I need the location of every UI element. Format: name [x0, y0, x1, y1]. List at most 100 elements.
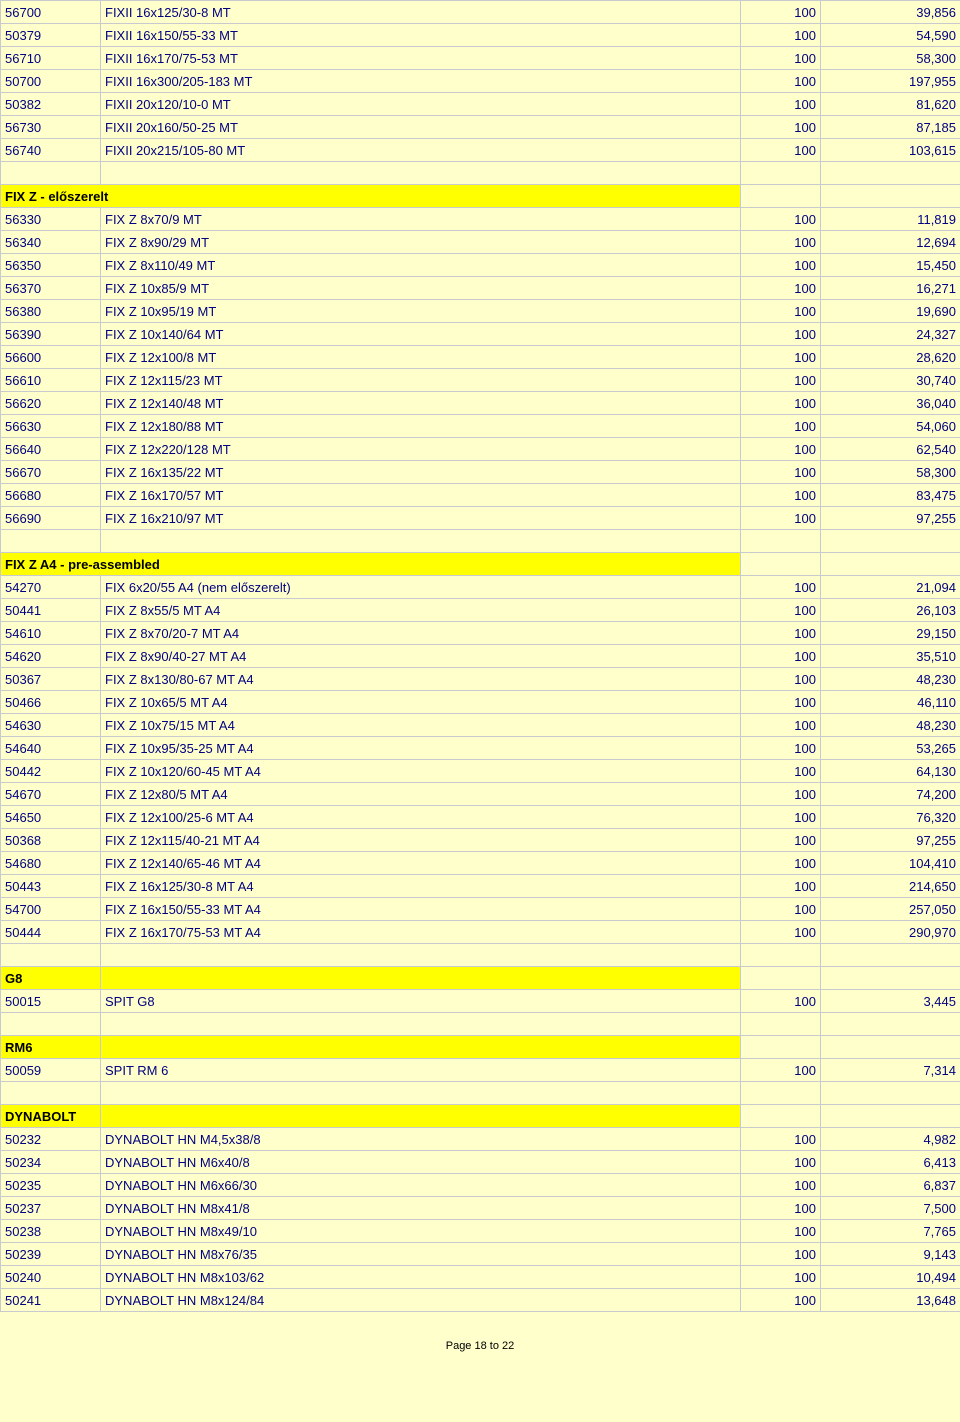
desc-cell: FIX Z 12x100/25-6 MT A4 [101, 806, 741, 829]
desc-cell: FIX Z 8x70/9 MT [101, 208, 741, 231]
qty-cell: 100 [741, 208, 821, 231]
table-row: 50232DYNABOLT HN M4,5x38/81004,982 [1, 1128, 960, 1151]
price-cell: 104,410 [821, 852, 960, 875]
price-cell: 12,694 [821, 231, 960, 254]
table-row: 56600FIX Z 12x100/8 MT10028,620 [1, 346, 960, 369]
blank-cell [741, 1036, 821, 1059]
table-row: 56390FIX Z 10x140/64 MT10024,327 [1, 323, 960, 346]
table-row: 50238DYNABOLT HN M8x49/101007,765 [1, 1220, 960, 1243]
qty-cell: 100 [741, 1266, 821, 1289]
code-cell: 56390 [1, 323, 101, 346]
price-cell: 29,150 [821, 622, 960, 645]
desc-cell: SPIT RM 6 [101, 1059, 741, 1082]
code-cell: 54700 [1, 898, 101, 921]
code-cell: 50382 [1, 93, 101, 116]
section-header: G8 [1, 967, 960, 990]
qty-cell: 100 [741, 461, 821, 484]
table-row: 50466FIX Z 10x65/5 MT A410046,110 [1, 691, 960, 714]
price-cell: 24,327 [821, 323, 960, 346]
desc-cell: FIXII 16x150/55-33 MT [101, 24, 741, 47]
code-cell: 50700 [1, 70, 101, 93]
price-cell: 7,765 [821, 1220, 960, 1243]
code-cell: 56630 [1, 415, 101, 438]
table-row: 56630FIX Z 12x180/88 MT10054,060 [1, 415, 960, 438]
price-cell: 53,265 [821, 737, 960, 760]
table-row: 56680FIX Z 16x170/57 MT10083,475 [1, 484, 960, 507]
code-cell: 56330 [1, 208, 101, 231]
blank-cell [821, 967, 960, 990]
blank-cell [741, 553, 821, 576]
table-row: 50441FIX Z 8x55/5 MT A410026,103 [1, 599, 960, 622]
table-row: 50443FIX Z 16x125/30-8 MT A4100214,650 [1, 875, 960, 898]
desc-cell: FIX Z 8x55/5 MT A4 [101, 599, 741, 622]
spacer-row [1, 162, 960, 185]
code-cell: 54640 [1, 737, 101, 760]
price-cell: 97,255 [821, 829, 960, 852]
price-cell: 76,320 [821, 806, 960, 829]
code-cell: 50367 [1, 668, 101, 691]
table-row: 54270FIX 6x20/55 A4 (nem előszerelt)1002… [1, 576, 960, 599]
desc-cell: FIXII 20x120/10-0 MT [101, 93, 741, 116]
price-cell: 13,648 [821, 1289, 960, 1312]
code-cell: 54620 [1, 645, 101, 668]
blank-cell [101, 1105, 741, 1128]
price-cell: 26,103 [821, 599, 960, 622]
code-cell: 54650 [1, 806, 101, 829]
section-title: RM6 [1, 1036, 101, 1059]
code-cell: 56370 [1, 277, 101, 300]
table-row: 54670FIX Z 12x80/5 MT A410074,200 [1, 783, 960, 806]
desc-cell: FIX Z 8x90/29 MT [101, 231, 741, 254]
price-table: 56700FIXII 16x125/30-8 MT10039,85650379F… [0, 0, 960, 1312]
qty-cell: 100 [741, 1197, 821, 1220]
qty-cell: 100 [741, 829, 821, 852]
spacer-cell [741, 1082, 821, 1105]
desc-cell: FIX Z 10x95/35-25 MT A4 [101, 737, 741, 760]
spacer-cell [821, 1013, 960, 1036]
table-row: 50240DYNABOLT HN M8x103/6210010,494 [1, 1266, 960, 1289]
code-cell: 54270 [1, 576, 101, 599]
code-cell: 56730 [1, 116, 101, 139]
spacer-cell [741, 162, 821, 185]
price-cell: 15,450 [821, 254, 960, 277]
price-cell: 6,837 [821, 1174, 960, 1197]
section-title: G8 [1, 967, 101, 990]
desc-cell: FIXII 16x125/30-8 MT [101, 1, 741, 24]
code-cell: 56620 [1, 392, 101, 415]
blank-cell [741, 967, 821, 990]
code-cell: 56610 [1, 369, 101, 392]
code-cell: 50442 [1, 760, 101, 783]
qty-cell: 100 [741, 70, 821, 93]
table-row: 56350FIX Z 8x110/49 MT10015,450 [1, 254, 960, 277]
desc-cell: FIX Z 16x150/55-33 MT A4 [101, 898, 741, 921]
spacer-cell [1, 1082, 101, 1105]
code-cell: 50466 [1, 691, 101, 714]
desc-cell: DYNABOLT HN M8x124/84 [101, 1289, 741, 1312]
spacer-cell [821, 162, 960, 185]
price-cell: 103,615 [821, 139, 960, 162]
price-cell: 54,590 [821, 24, 960, 47]
price-cell: 21,094 [821, 576, 960, 599]
price-cell: 19,690 [821, 300, 960, 323]
qty-cell: 100 [741, 806, 821, 829]
price-cell: 7,500 [821, 1197, 960, 1220]
price-cell: 64,130 [821, 760, 960, 783]
price-cell: 10,494 [821, 1266, 960, 1289]
desc-cell: FIX Z 12x80/5 MT A4 [101, 783, 741, 806]
code-cell: 56640 [1, 438, 101, 461]
section-title: FIX Z - előszerelt [1, 185, 741, 208]
desc-cell: DYNABOLT HN M8x49/10 [101, 1220, 741, 1243]
desc-cell: FIX Z 12x115/40-21 MT A4 [101, 829, 741, 852]
table-row: 50444FIX Z 16x170/75-53 MT A4100290,970 [1, 921, 960, 944]
qty-cell: 100 [741, 392, 821, 415]
qty-cell: 100 [741, 668, 821, 691]
table-row: 56710FIXII 16x170/75-53 MT10058,300 [1, 47, 960, 70]
spacer-cell [101, 1013, 741, 1036]
section-header: FIX Z A4 - pre-assembled [1, 553, 960, 576]
spacer-cell [101, 162, 741, 185]
table-row: 56690FIX Z 16x210/97 MT10097,255 [1, 507, 960, 530]
price-cell: 36,040 [821, 392, 960, 415]
price-cell: 6,413 [821, 1151, 960, 1174]
spacer-cell [821, 1082, 960, 1105]
qty-cell: 100 [741, 484, 821, 507]
desc-cell: FIX Z 16x135/22 MT [101, 461, 741, 484]
